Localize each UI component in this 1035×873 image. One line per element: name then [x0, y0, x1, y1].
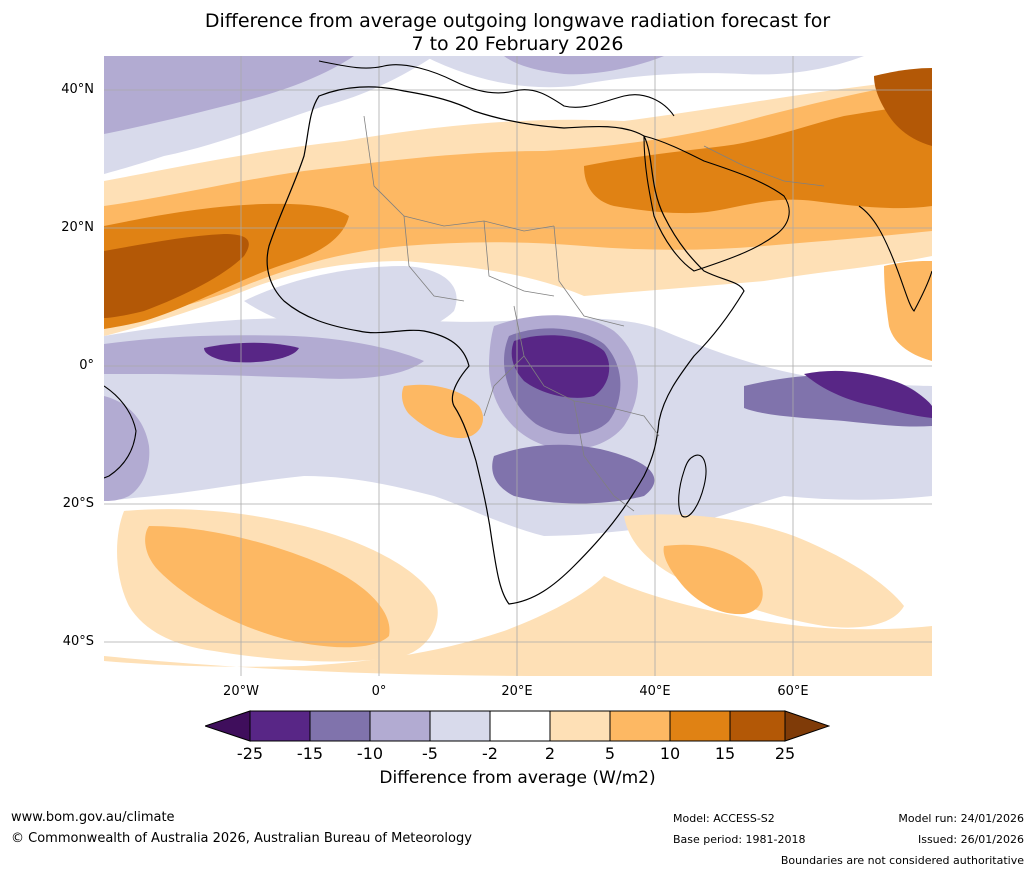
colorbar-bin-2 — [309, 710, 371, 742]
coastline-south-america — [104, 385, 137, 479]
colorbar-bin-9 — [729, 710, 786, 742]
lon-label-0: 0° — [371, 684, 387, 699]
colorbar-bin-5 — [489, 710, 551, 742]
footer-base-period: Base period: 1981-2018 — [673, 833, 806, 846]
title-line-2: 7 to 20 February 2026 — [411, 33, 624, 55]
anomaly-region-negative-north-core — [104, 56, 354, 134]
anomaly-region-positive-middle-east — [584, 104, 932, 214]
lon-label-20e: 20°E — [501, 684, 533, 699]
lat-label-equator: 0° — [79, 358, 94, 373]
lat-label-40s: 40°S — [62, 634, 94, 649]
colorbar-bin-1 — [249, 710, 311, 742]
colorbar-tick: -2 — [482, 744, 498, 763]
lon-label-40e: 40°E — [639, 684, 671, 699]
lat-label-40n: 40°N — [61, 82, 94, 97]
colorbar-tick: 2 — [544, 744, 556, 763]
political-boundaries — [363, 115, 825, 512]
graticule — [104, 56, 932, 676]
footer-copyright: © Commonwealth of Australia 2026, Austra… — [11, 831, 472, 846]
colorbar-tick: 25 — [774, 744, 796, 763]
anomaly-region-positive-gulf-guinea — [401, 384, 484, 439]
coastline-india — [858, 205, 932, 312]
anomaly-region-positive-south-indian-core — [663, 544, 763, 615]
anomaly-region-positive-southern-ocean — [104, 576, 932, 676]
colorbar-tick: -25 — [236, 744, 264, 763]
anomaly-region-positive-west-atlantic-core — [104, 234, 249, 318]
anomaly-region-negative-north-east-core — [504, 56, 664, 75]
footer-website[interactable]: www.bom.gov.au/climate — [11, 810, 175, 825]
title-line-1: Difference from average outgoing longwav… — [204, 10, 831, 32]
footer-model-run: Model run: 24/01/2026 — [898, 812, 1024, 825]
lon-label-60e: 60°E — [777, 684, 809, 699]
colorbar-extend-low — [205, 710, 251, 742]
footer-model: Model: ACCESS-S2 — [673, 812, 775, 825]
coastline-africa — [266, 86, 745, 605]
colorbar-extend-high — [784, 710, 830, 742]
colorbar-tick: 15 — [714, 744, 736, 763]
anomaly-region-positive-india — [884, 261, 932, 361]
olr-anomaly-map — [104, 56, 932, 676]
lat-label-20n: 20°N — [61, 220, 94, 235]
lon-label-20w: 20°W — [223, 684, 259, 699]
anomaly-region-negative-southern-africa-band — [492, 444, 655, 504]
lat-label-20s: 20°S — [62, 496, 94, 511]
anomaly-region-negative-congo-core — [511, 335, 610, 398]
anomaly-region-negative-atlantic-strong — [204, 342, 299, 363]
colorbar-tick: -15 — [296, 744, 324, 763]
anomaly-region-negative-indian-ocean-core — [804, 370, 932, 418]
anomaly-region-positive-south-atlantic-core — [145, 526, 390, 648]
colorbar — [205, 710, 830, 742]
footer-issued: Issued: 26/01/2026 — [917, 833, 1024, 846]
colorbar-bin-4 — [429, 710, 491, 742]
colorbar-tick: 10 — [659, 744, 681, 763]
map-title: Difference from average outgoing longwav… — [0, 10, 1035, 56]
coastline-madagascar — [678, 454, 707, 518]
coastline-europe — [318, 60, 675, 117]
anomaly-region-positive-north-belt-core — [104, 81, 932, 321]
colorbar-label: Difference from average (W/m2) — [379, 768, 656, 788]
colorbar-tick: -5 — [422, 744, 438, 763]
colorbar-bin-6 — [549, 710, 611, 742]
map-panel — [104, 56, 932, 676]
footer-disclaimer: Boundaries are not considered authoritat… — [780, 854, 1024, 867]
colorbar-tick: -10 — [356, 744, 384, 763]
colorbar-bin-7 — [609, 710, 671, 742]
colorbar-tick: 5 — [604, 744, 616, 763]
anomaly-region-positive-south-indian — [624, 514, 904, 628]
colorbar-bin-8 — [669, 710, 731, 742]
colorbar-bin-3 — [369, 710, 431, 742]
anomaly-region-negative-brazil — [104, 396, 150, 501]
coastline-arabia — [643, 135, 790, 272]
anomaly-region-positive-himalaya — [874, 68, 932, 146]
